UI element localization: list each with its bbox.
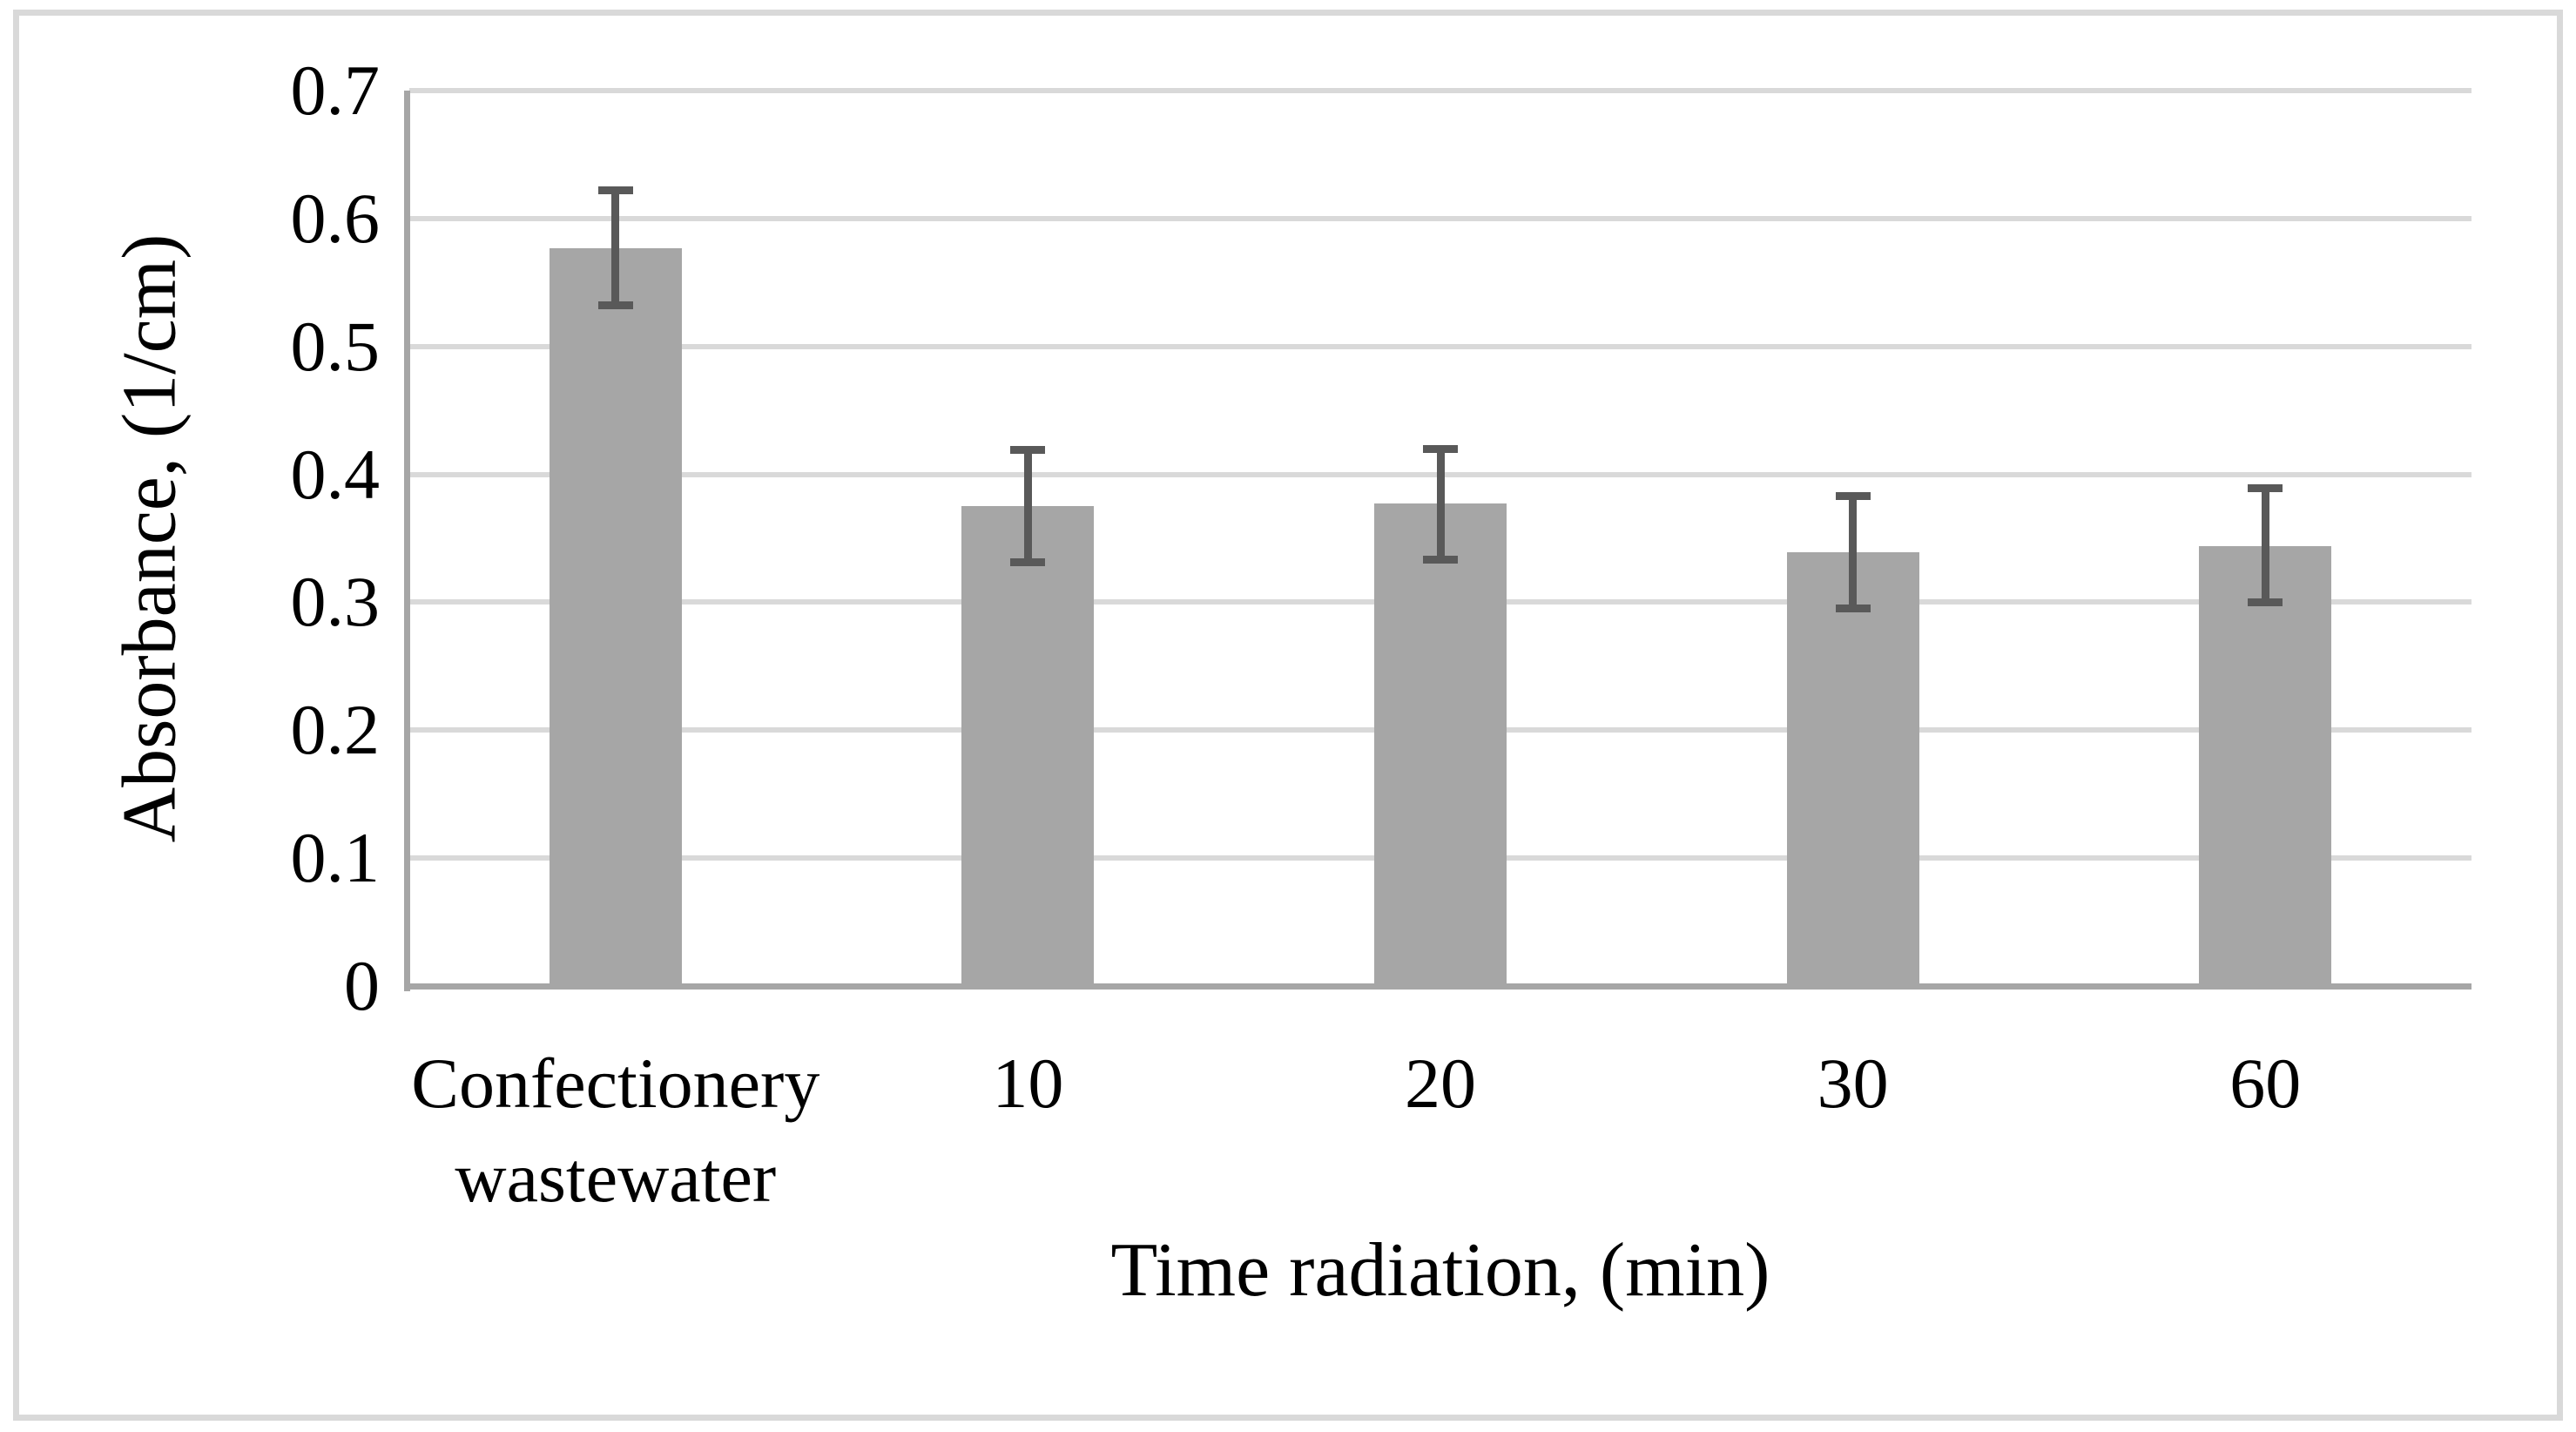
- error-bar-bottom-cap: [2248, 598, 2283, 606]
- category-label-line: 60: [2229, 1044, 2302, 1123]
- y-tick-label: 0.6: [290, 178, 381, 258]
- bar: [549, 247, 682, 986]
- error-bar-bottom-cap: [1835, 605, 1871, 613]
- bar: [961, 506, 1095, 986]
- gridline: [409, 343, 2471, 349]
- y-tick-label: 0.2: [290, 690, 381, 770]
- category-label-line: 10: [992, 1044, 1064, 1123]
- y-tick-label: 0.3: [290, 562, 381, 642]
- gridline: [409, 215, 2471, 221]
- error-bar-stem: [1023, 449, 1032, 563]
- error-bar-top-cap: [1835, 492, 1871, 501]
- bar: [1786, 552, 1919, 986]
- category-label-line: 20: [1404, 1044, 1476, 1123]
- category-label: Confectionery wastewater: [409, 1037, 822, 1225]
- x-axis-line: [404, 983, 2471, 990]
- category-label-line: wastewater: [455, 1138, 777, 1217]
- error-bar-stem: [1849, 496, 1858, 609]
- x-axis-title: Time radiation, (min): [1110, 1228, 1770, 1313]
- error-bar-stem: [2261, 488, 2269, 603]
- category-label-line: Confectionery: [411, 1044, 820, 1123]
- category-label: 60: [2059, 1037, 2471, 1131]
- error-bar-bottom-cap: [597, 301, 633, 310]
- error-bar-stem: [1436, 449, 1445, 560]
- error-bar-bottom-cap: [1010, 558, 1046, 567]
- category-label-line: 30: [1817, 1044, 1889, 1123]
- y-tick-label: 0.5: [290, 306, 381, 386]
- y-axis-line: [404, 91, 410, 991]
- error-bar-top-cap: [1423, 444, 1458, 453]
- error-bar-top-cap: [1010, 446, 1046, 455]
- bar: [1374, 503, 1507, 986]
- category-label: 30: [1647, 1037, 2060, 1131]
- category-label: 10: [822, 1037, 1235, 1131]
- y-tick-label: 0: [344, 946, 380, 1025]
- error-bar-top-cap: [597, 186, 633, 195]
- y-axis-title: Absorbance, (1/cm): [107, 233, 192, 843]
- gridline: [409, 88, 2471, 93]
- error-bar-top-cap: [2248, 484, 2283, 493]
- error-bar-bottom-cap: [1423, 556, 1458, 564]
- chart-border-frame: [13, 10, 2563, 1421]
- y-tick-label: 0.1: [290, 818, 381, 898]
- y-tick-label: 0.7: [290, 51, 381, 130]
- bar: [2199, 545, 2332, 986]
- category-label: 20: [1234, 1037, 1647, 1131]
- y-tick-label: 0.4: [290, 434, 381, 514]
- error-bar-stem: [611, 190, 620, 306]
